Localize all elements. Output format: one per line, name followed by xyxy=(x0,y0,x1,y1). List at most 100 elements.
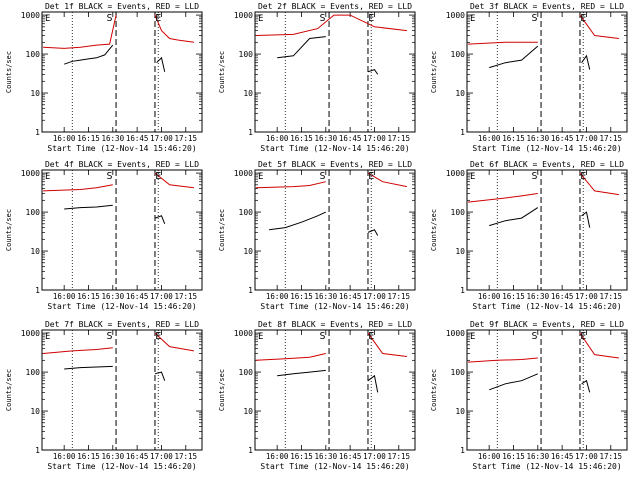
x-tick-label: 17:00 xyxy=(150,452,173,461)
x-tick-label: 17:00 xyxy=(363,292,386,301)
end-marker-label: E xyxy=(580,171,586,182)
series-lld-line xyxy=(43,14,117,49)
chart-title: Det 4f BLACK = Events, RED = LLD xyxy=(45,160,199,169)
y-tick-label: 100 xyxy=(26,208,41,217)
y-axis-label: Counts/sec xyxy=(430,209,438,251)
x-tick-label: 16:00 xyxy=(53,452,76,461)
y-tick-label: 100 xyxy=(239,368,254,377)
chart-panel-4: Det 4f BLACK = Events, RED = LLD Counts/s… xyxy=(5,160,203,311)
corner-marker-label: E xyxy=(470,172,475,182)
series-events-line xyxy=(154,371,166,381)
plot-frame xyxy=(254,169,416,291)
x-tick-label: 16:00 xyxy=(478,292,501,301)
x-tick-label: 16:15 xyxy=(502,452,525,461)
y-axis-label: Counts/sec xyxy=(218,369,226,411)
end-marker-label: E xyxy=(580,13,586,24)
y-tick-label: 1000 xyxy=(21,329,40,338)
x-tick-label: 16:15 xyxy=(77,134,100,143)
y-axis-label: Counts/sec xyxy=(218,209,226,251)
plot-frame xyxy=(41,169,203,291)
series-events-line xyxy=(581,379,591,393)
x-tick-label: 17:00 xyxy=(575,452,598,461)
chart-title: Det 2f BLACK = Events, RED = LLD xyxy=(258,2,412,11)
x-tick-label: 16:45 xyxy=(339,292,362,301)
y-tick-label: 1000 xyxy=(446,329,465,338)
y-tick-label: 1 xyxy=(248,128,253,137)
y-tick-label: 1000 xyxy=(446,169,465,178)
chart-panel-1: Det 1f BLACK = Events, RED = LLD Counts/s… xyxy=(5,2,203,153)
y-tick-label: 10 xyxy=(243,89,253,98)
y-tick-label: 1 xyxy=(460,128,465,137)
series-events-line xyxy=(581,211,591,228)
series-events-line xyxy=(581,54,591,70)
y-tick-label: 1000 xyxy=(21,169,40,178)
x-tick-label: 16:00 xyxy=(266,292,289,301)
series-lld-line xyxy=(367,172,407,188)
x-tick-label: 17:15 xyxy=(174,452,197,461)
x-tick-label: 16:15 xyxy=(502,292,525,301)
series-events-line xyxy=(154,215,166,224)
y-tick-label: 1000 xyxy=(21,11,40,20)
y-tick-label: 1000 xyxy=(234,169,253,178)
x-tick-label: 16:00 xyxy=(478,452,501,461)
chart-panel-7: Det 7f BLACK = Events, RED = LLD Counts/s… xyxy=(5,320,203,471)
end-marker-label: E xyxy=(155,331,161,342)
x-tick-label: 16:15 xyxy=(290,452,313,461)
y-tick-label: 10 xyxy=(30,89,40,98)
series-lld-line xyxy=(154,14,194,43)
x-tick-label: 16:30 xyxy=(527,292,550,301)
x-axis-label: Start Time (12-Nov-14 15:46:20) xyxy=(47,462,196,471)
x-tick-label: 16:45 xyxy=(551,292,574,301)
x-tick-label: 17:00 xyxy=(363,452,386,461)
series-events-line xyxy=(64,204,113,210)
y-tick-label: 1 xyxy=(35,128,40,137)
x-tick-label: 17:15 xyxy=(599,452,622,461)
x-tick-label: 16:45 xyxy=(126,452,149,461)
x-tick-label: 16:00 xyxy=(53,292,76,301)
x-tick-label: 16:30 xyxy=(102,452,125,461)
x-tick-label: 16:00 xyxy=(266,452,289,461)
x-tick-label: 16:30 xyxy=(102,134,125,143)
end-marker-label: E xyxy=(580,331,586,342)
start-marker-label: S xyxy=(107,171,113,182)
series-events-line xyxy=(489,373,538,391)
x-tick-label: 17:00 xyxy=(363,134,386,143)
chart-title: Det 3f BLACK = Events, RED = LLD xyxy=(470,2,624,11)
chart-title: Det 9f BLACK = Events, RED = LLD xyxy=(470,320,624,329)
x-tick-label: 17:00 xyxy=(575,292,598,301)
chart-title: Det 1f BLACK = Events, RED = LLD xyxy=(45,2,199,11)
y-tick-label: 100 xyxy=(239,50,254,59)
series-events-line xyxy=(64,365,113,370)
x-tick-label: 17:00 xyxy=(575,134,598,143)
x-tick-label: 16:30 xyxy=(527,134,550,143)
x-tick-label: 16:00 xyxy=(53,134,76,143)
plot-frame xyxy=(254,11,416,133)
series-lld-line xyxy=(43,347,113,354)
series-lld-line xyxy=(43,184,113,192)
x-tick-label: 17:15 xyxy=(387,292,410,301)
chart-title: Det 8f BLACK = Events, RED = LLD xyxy=(258,320,412,329)
chart-panel-2: Det 2f BLACK = Events, RED = LLD Counts/s… xyxy=(218,2,416,153)
corner-marker-label: E xyxy=(45,332,50,342)
end-marker-label: E xyxy=(368,331,374,342)
chart-panel-3: Det 3f BLACK = Events, RED = LLD Counts/s… xyxy=(430,2,628,153)
x-axis-label: Start Time (12-Nov-14 15:46:20) xyxy=(472,462,621,471)
chart-panel-9: Det 9f BLACK = Events, RED = LLD Counts/s… xyxy=(430,320,628,471)
x-tick-label: 16:15 xyxy=(290,134,313,143)
x-tick-label: 16:45 xyxy=(339,134,362,143)
end-marker-label: E xyxy=(155,171,161,182)
x-tick-label: 16:30 xyxy=(315,134,338,143)
x-tick-label: 17:15 xyxy=(387,134,410,143)
series-lld-line xyxy=(256,14,407,36)
x-tick-label: 16:45 xyxy=(551,134,574,143)
corner-marker-label: E xyxy=(470,332,475,342)
corner-marker-label: E xyxy=(258,172,263,182)
series-events-line xyxy=(64,44,114,65)
plot-frame xyxy=(41,11,203,133)
x-tick-label: 16:15 xyxy=(290,292,313,301)
chart-title: Det 7f BLACK = Events, RED = LLD xyxy=(45,320,199,329)
series-lld-line xyxy=(468,193,538,203)
y-tick-label: 10 xyxy=(30,407,40,416)
end-marker-label: E xyxy=(368,171,374,182)
series-events-line xyxy=(277,369,326,377)
